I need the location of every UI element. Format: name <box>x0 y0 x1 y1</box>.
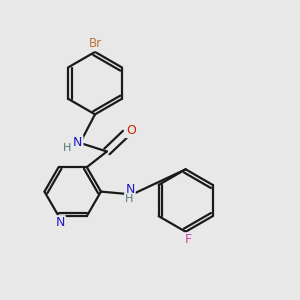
Text: N: N <box>125 183 135 196</box>
Text: Br: Br <box>88 38 102 50</box>
Text: N: N <box>73 136 83 149</box>
Text: F: F <box>184 233 192 246</box>
Text: H: H <box>63 143 72 153</box>
Text: H: H <box>125 194 134 204</box>
Text: O: O <box>126 124 136 137</box>
Text: N: N <box>56 216 65 229</box>
